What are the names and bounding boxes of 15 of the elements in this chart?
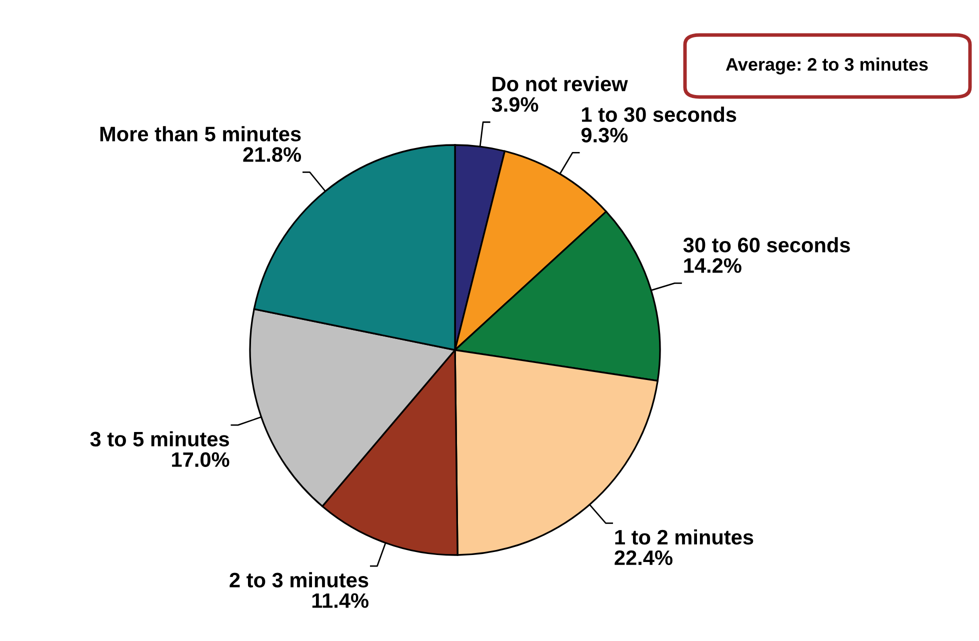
text: Average: 2 to 3 minutes [726, 58, 928, 74]
data-label: 22.4% [614, 550, 672, 566]
slice-label: More than 5 minutes [100, 126, 301, 142]
data-label: 17.0% [172, 452, 230, 468]
data-label: 21.8% [243, 147, 302, 162]
slice-label: 1 to 30 seconds [582, 106, 736, 122]
slice-label: 30 to 60 seconds [683, 237, 850, 252]
data-label: 3.9% [492, 97, 538, 112]
slice-label: Do not review [492, 76, 628, 92]
data-label: 14.2% [684, 258, 742, 273]
slice-label: 3 to 5 minutes [90, 431, 229, 447]
data-label: 9.3% [581, 128, 628, 143]
slice-label: 2 to 3 minutes [230, 572, 368, 588]
slice-label: 1 to 2 minutes [615, 529, 754, 545]
data-label: 11.4% [312, 593, 368, 608]
